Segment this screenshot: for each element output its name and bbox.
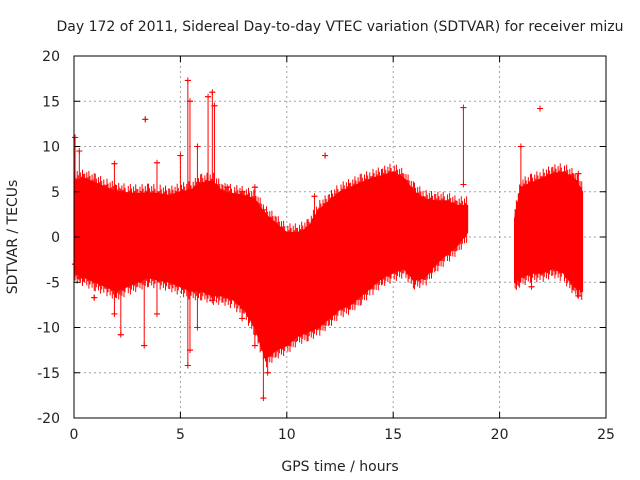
y-tick-labels: -20 -15 -10 -5 0 5 10 15 20 [37, 49, 60, 427]
x-tick-label: 15 [384, 427, 402, 443]
y-tick-label: 0 [51, 230, 60, 246]
x-tick-label: 20 [491, 427, 509, 443]
y-tick-label: 20 [42, 49, 60, 65]
x-tick-labels: 0 5 10 15 20 25 [70, 427, 615, 443]
y-tick-label: -5 [46, 275, 60, 291]
x-tick-label: 10 [278, 427, 296, 443]
x-tick-label: 5 [176, 427, 185, 443]
y-tick-label: -10 [37, 321, 60, 337]
y-tick-label: 10 [42, 140, 60, 156]
y-tick-label: -15 [37, 366, 60, 382]
data-series-sdtvar [72, 77, 584, 402]
chart-title: Day 172 of 2011, Sidereal Day-to-day VTE… [57, 19, 624, 35]
y-tick-label: 5 [51, 185, 60, 201]
y-tick-label: 15 [42, 94, 60, 110]
y-tick-label: -20 [37, 411, 60, 427]
axis-ticks [73, 55, 607, 419]
y-axis-label: SDTVAR / TECUs [5, 180, 21, 295]
x-tick-label: 0 [70, 427, 79, 443]
x-axis-label: GPS time / hours [281, 459, 398, 475]
x-tick-label: 25 [597, 427, 615, 443]
